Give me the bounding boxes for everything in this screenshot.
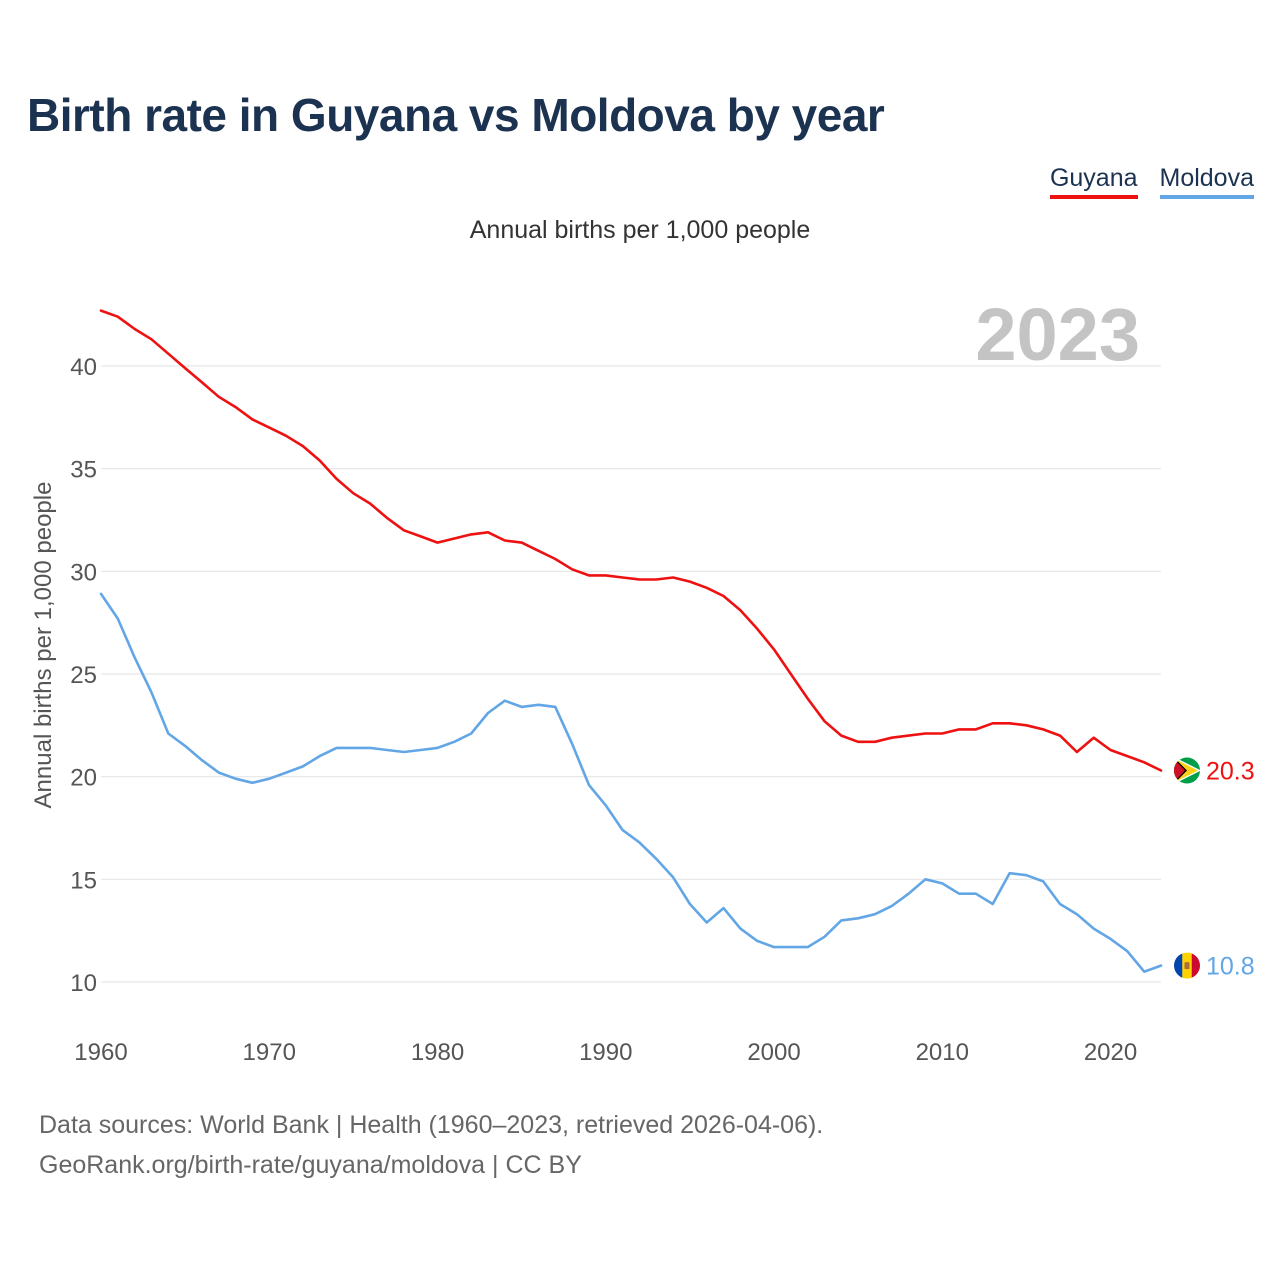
year-watermark: 2023 bbox=[975, 293, 1140, 376]
guyana-end-value: 20.3 bbox=[1206, 758, 1255, 786]
y-axis-label: Annual births per 1,000 people bbox=[30, 482, 57, 809]
y-tick-label: 30 bbox=[70, 559, 97, 586]
series-lines bbox=[99, 309, 1163, 974]
legend: Guyana Moldova bbox=[1049, 164, 1254, 199]
chart-title: Birth rate in Guyana vs Moldova by year bbox=[27, 89, 885, 141]
moldova-flag-icon bbox=[1174, 952, 1200, 979]
x-axis-ticks: 1960 1970 1980 1990 2000 2010 2020 bbox=[74, 1039, 1137, 1066]
series-line-moldova[interactable] bbox=[99, 592, 1163, 974]
legend-item-guyana[interactable]: Guyana bbox=[1049, 164, 1138, 199]
y-tick-label: 35 bbox=[70, 457, 97, 484]
source-url-line[interactable]: GeoRank.org/birth-rate/guyana/moldova | … bbox=[39, 1151, 582, 1179]
y-tick-label: 15 bbox=[70, 867, 97, 894]
y-tick-label: 20 bbox=[70, 765, 97, 792]
x-tick-label: 1960 bbox=[74, 1039, 127, 1066]
moldova-end-value: 10.8 bbox=[1206, 953, 1255, 981]
x-tick-label: 2000 bbox=[747, 1039, 800, 1066]
x-tick-label: 2020 bbox=[1084, 1039, 1137, 1066]
y-tick-label: 40 bbox=[70, 354, 97, 381]
chart-subtitle: Annual births per 1,000 people bbox=[469, 216, 811, 244]
series-line-guyana[interactable] bbox=[99, 309, 1163, 772]
end-markers: 20.3 10.8 bbox=[1174, 757, 1255, 981]
y-tick-label: 10 bbox=[70, 970, 97, 997]
source-line: Data sources: World Bank | Health (1960–… bbox=[39, 1111, 824, 1139]
x-tick-label: 1980 bbox=[411, 1039, 464, 1066]
x-tick-label: 2010 bbox=[916, 1039, 969, 1066]
y-axis-ticks: 10 15 20 25 30 35 40 bbox=[70, 354, 97, 997]
x-tick-label: 1970 bbox=[243, 1039, 296, 1066]
data-source: Data sources: World Bank | Health (1960–… bbox=[39, 1105, 823, 1185]
guyana-flag-icon bbox=[1174, 757, 1200, 784]
y-tick-label: 25 bbox=[70, 662, 97, 689]
x-tick-label: 1990 bbox=[579, 1039, 632, 1066]
legend-item-moldova[interactable]: Moldova bbox=[1159, 164, 1254, 199]
